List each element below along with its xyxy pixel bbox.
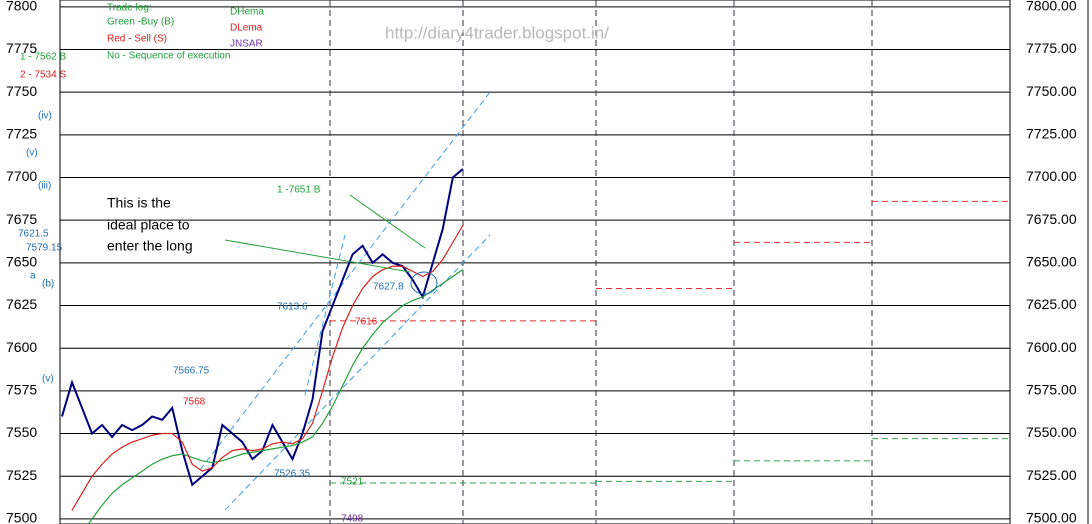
legend-label: DLema bbox=[230, 23, 263, 34]
annotation: ideal place to bbox=[107, 217, 190, 233]
circle bbox=[410, 271, 438, 295]
annotation: 7566.75 bbox=[173, 366, 210, 377]
y2-tick-label: 7775.00 bbox=[1026, 40, 1077, 56]
y-tick-label: 7500 bbox=[6, 510, 37, 524]
ema-line bbox=[71, 224, 464, 511]
wave-label: 7621.5 bbox=[18, 229, 49, 240]
y-tick-label: 7675 bbox=[6, 211, 37, 227]
y2-tick-label: 7800.00 bbox=[1026, 0, 1077, 14]
annotation: 7568 bbox=[183, 397, 206, 408]
wave-label: 7579.15 bbox=[26, 243, 63, 254]
annotation: 1 -7651 B bbox=[277, 185, 321, 196]
y2-tick-label: 7550.00 bbox=[1026, 424, 1077, 440]
annotation: 7498 bbox=[341, 514, 364, 524]
annotation: 2 - 7534 S bbox=[20, 70, 66, 81]
y-tick-label: 7625 bbox=[6, 296, 37, 312]
y-tick-label: 7550 bbox=[6, 424, 37, 440]
wave-label: (iii) bbox=[38, 181, 51, 192]
y-tick-label: 7775 bbox=[6, 40, 37, 56]
ema-line bbox=[87, 269, 464, 524]
y2-tick-label: 7650.00 bbox=[1026, 254, 1077, 270]
y2-tick-label: 7675.00 bbox=[1026, 211, 1077, 227]
annotation: 7627.8 bbox=[373, 282, 404, 293]
y-tick-label: 7800 bbox=[6, 0, 37, 14]
channel-line bbox=[304, 234, 346, 396]
y2-tick-label: 7625.00 bbox=[1026, 296, 1077, 312]
arrow bbox=[224, 239, 411, 273]
y-tick-label: 7700 bbox=[6, 168, 37, 184]
legend-label: DHema bbox=[230, 7, 264, 18]
y2-tick-label: 7575.00 bbox=[1026, 382, 1077, 398]
annotation: 1 - 7562 B bbox=[20, 52, 66, 63]
wave-label: (v) bbox=[26, 148, 38, 159]
trade-log: Trade log: bbox=[107, 3, 152, 14]
annotation: 7613.6 bbox=[277, 302, 308, 313]
y-tick-label: 7725 bbox=[6, 126, 37, 142]
annotation: This is the bbox=[107, 195, 171, 211]
arrow bbox=[349, 194, 426, 249]
legend-label: JNSAR bbox=[230, 39, 263, 50]
trade-log: Green -Buy (B) bbox=[107, 17, 174, 28]
y2-tick-label: 7725.00 bbox=[1026, 126, 1077, 142]
y-tick-label: 7750 bbox=[6, 83, 37, 99]
y-tick-label: 7650 bbox=[6, 254, 37, 270]
plot-frame bbox=[59, 0, 1011, 524]
y2-tick-label: 7600.00 bbox=[1026, 339, 1077, 355]
annotation: 7616 bbox=[355, 317, 378, 328]
trade-log: No - Sequence of execution bbox=[107, 51, 230, 62]
wave-label: a bbox=[30, 271, 36, 282]
annotation: 7526.35 bbox=[274, 469, 311, 480]
watermark: http://diary4trader.blogspot.in/ bbox=[385, 23, 609, 42]
y-tick-label: 7600 bbox=[6, 339, 37, 355]
y2-tick-label: 7525.00 bbox=[1026, 467, 1077, 483]
y2-tick-label: 7700.00 bbox=[1026, 168, 1077, 184]
y2-tick-label: 7500.00 bbox=[1026, 510, 1077, 524]
wave-label: (v) bbox=[42, 374, 54, 385]
y2-tick-label: 7750.00 bbox=[1026, 83, 1077, 99]
annotation: 7521 bbox=[341, 477, 364, 488]
wave-label: (iv) bbox=[38, 111, 52, 122]
y-tick-label: 7525 bbox=[6, 467, 37, 483]
channel-line bbox=[224, 234, 491, 511]
wave-label: (b) bbox=[42, 279, 54, 290]
annotation: enter the long bbox=[107, 238, 193, 254]
y-tick-label: 7575 bbox=[6, 382, 37, 398]
trade-log: Red - Sell (S) bbox=[107, 34, 167, 45]
